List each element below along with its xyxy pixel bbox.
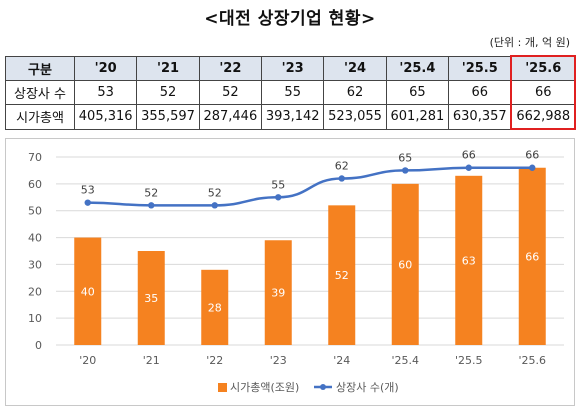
table-cell: 355,597 (136, 104, 200, 130)
header-cell: '25.5 (448, 55, 512, 81)
bar-data-label: 63 (462, 254, 476, 267)
table-cell: 630,357 (448, 104, 512, 130)
y-tick-label: 30 (28, 258, 42, 271)
summary-table: 구분 '20 '21 '22 '23 '24 '25.4 '25.5 '25.6… (5, 55, 576, 130)
table-cell: 52 (198, 80, 263, 105)
y-tick-label: 40 (28, 232, 42, 245)
y-tick-label: 10 (28, 312, 42, 325)
row-label: 시가총액 (5, 104, 75, 130)
legend-label: 시가총액(조원) (230, 381, 299, 394)
line-point (211, 202, 218, 209)
table-cell: 287,446 (198, 104, 263, 130)
bar-data-label: 60 (398, 258, 412, 271)
header-cell: 구분 (5, 55, 75, 81)
line-data-label: 65 (398, 151, 412, 164)
bar-data-label: 52 (335, 269, 349, 282)
bar (264, 240, 292, 345)
line-point (275, 194, 282, 201)
bar-data-label: 40 (81, 285, 95, 298)
x-tick-label: '24 (333, 354, 350, 367)
table-cell: 53 (73, 80, 138, 105)
table-cell: 52 (136, 80, 200, 105)
y-tick-label: 0 (35, 339, 42, 352)
bar (137, 251, 165, 345)
line-point (338, 175, 345, 182)
line-point (529, 164, 536, 171)
table-cell: 601,281 (385, 104, 450, 130)
line-data-label: 62 (335, 159, 349, 172)
table-cell-highlighted: 66 (510, 80, 576, 105)
x-tick-label: '25.5 (455, 354, 483, 367)
x-tick-label: '25.6 (518, 354, 546, 367)
header-cell: '23 (261, 55, 325, 81)
legend-swatch-marker (320, 384, 326, 390)
bar (74, 237, 102, 345)
y-tick-label: 20 (28, 285, 42, 298)
table-cell: 405,316 (73, 104, 138, 130)
y-tick-label: 70 (28, 151, 42, 164)
table-cell: 65 (385, 80, 450, 105)
line-data-label: 52 (208, 186, 222, 199)
legend-label: 상장사 수(개) (336, 381, 399, 394)
header-cell-highlighted: '25.6 (510, 55, 576, 81)
line-data-label: 52 (144, 186, 158, 199)
x-tick-label: '21 (143, 354, 160, 367)
line-data-label: 53 (81, 184, 95, 197)
table-row: 시가총액 405,316 355,597 287,446 393,142 523… (5, 104, 576, 130)
x-tick-label: '20 (79, 354, 96, 367)
line-point (84, 199, 91, 206)
y-tick-label: 50 (28, 205, 42, 218)
table-cell: 393,142 (261, 104, 325, 130)
bar (455, 175, 483, 345)
series-line (87, 166, 533, 207)
combo-chart: 0 10 20 30 40 50 60 70 40 35 28 39 52 60 63 66 53 52 52 55 6… (28, 149, 564, 394)
header-cell: '21 (136, 55, 200, 81)
table-cell: 55 (261, 80, 325, 105)
chart-container: 0 10 20 30 40 50 60 70 40 35 28 39 52 60 63 66 53 52 52 55 6… (5, 138, 575, 406)
bar-data-label: 28 (208, 301, 222, 314)
y-tick-label: 60 (28, 178, 42, 191)
bar (328, 205, 356, 345)
header-cell: '24 (323, 55, 387, 81)
bar-data-label: 39 (271, 287, 285, 300)
line-point (465, 164, 472, 171)
table-cell: 523,055 (323, 104, 387, 130)
table-header-row: 구분 '20 '21 '22 '23 '24 '25.4 '25.5 '25.6 (5, 55, 576, 81)
bar (518, 167, 546, 345)
row-label: 상장사 수 (5, 80, 75, 105)
bar-data-label: 35 (144, 292, 158, 305)
bar-data-label: 66 (525, 250, 539, 263)
line-data-label: 66 (462, 149, 476, 162)
x-tick-label: '25.4 (391, 354, 419, 367)
table-cell-highlighted: 662,988 (510, 104, 576, 130)
x-tick-label: '22 (206, 354, 223, 367)
page-title: <대전 상장기업 현황> (204, 9, 376, 29)
line-data-label: 66 (525, 149, 539, 162)
line-point (148, 202, 155, 209)
header-cell: '25.4 (385, 55, 450, 81)
header-cell: '22 (198, 55, 263, 81)
line-point (402, 167, 409, 174)
table-row: 상장사 수 53 52 52 55 62 65 66 66 (5, 80, 576, 105)
bar (391, 183, 419, 345)
table-cell: 62 (323, 80, 387, 105)
header-cell: '20 (73, 55, 138, 81)
unit-note: (단위 : 개, 억 원) (489, 36, 570, 49)
line-data-label: 55 (271, 178, 285, 191)
legend-swatch-bar (218, 383, 227, 392)
bar (201, 269, 229, 345)
x-tick-label: '23 (270, 354, 287, 367)
table-cell: 66 (448, 80, 512, 105)
